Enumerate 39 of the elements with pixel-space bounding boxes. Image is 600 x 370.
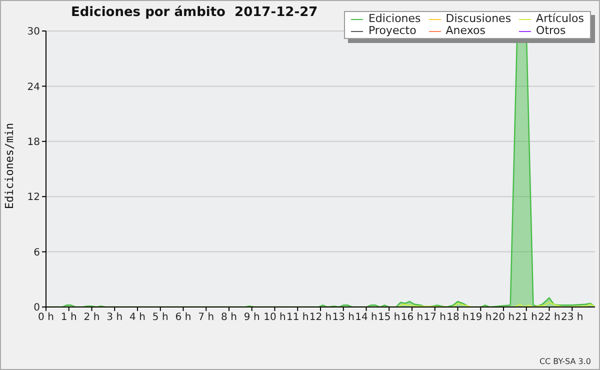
legend-label: Discusiones: [444, 12, 512, 25]
x-tick-label: 6 h: [175, 312, 192, 324]
x-tick-label: 17 h: [424, 312, 446, 324]
x-tick-label: 20 h: [492, 312, 515, 324]
y-tick-label: 24: [27, 82, 40, 93]
x-tick-label: 18 h: [446, 312, 469, 324]
y-tick-label: 18: [27, 136, 40, 148]
x-tick-label: 7 h: [198, 312, 214, 324]
text: CC BY-SA 3.0: [539, 357, 591, 366]
x-tick-label: 1 h: [60, 312, 77, 324]
x-tick-label: 5 h: [152, 312, 168, 324]
x-tick-label: 0 h: [38, 312, 54, 324]
y-axis-title: Ediciones/min: [2, 122, 16, 209]
legend-label: Ediciones: [367, 12, 421, 25]
legend-label: Artículos: [535, 12, 584, 25]
legend-label: Proyecto: [367, 24, 418, 37]
y-tick-label: 12: [27, 192, 40, 204]
x-tick-label: 21 h: [515, 312, 538, 324]
legend-label: Otros: [535, 24, 567, 37]
x-tick-label: 2 h: [84, 312, 100, 324]
chart-title: Ediciones por ámbito 2017-12-27: [71, 5, 318, 20]
x-tick-label: 9 h: [244, 312, 260, 324]
x-tick-label: 14 h: [355, 312, 378, 324]
x-tick-label: 19 h: [470, 312, 492, 324]
x-tick-label: 11 h: [286, 312, 309, 324]
x-tick-label: 10 h: [264, 312, 286, 324]
x-tick-label: 23 h: [561, 312, 584, 324]
x-tick-label: 8 h: [221, 312, 237, 324]
x-tick-label: 15 h: [378, 312, 400, 324]
y-tick-label: 0: [34, 302, 40, 314]
legend-label: Anexos: [444, 24, 486, 37]
y-tick-label: 6: [34, 247, 40, 258]
x-tick-label: 3 h: [106, 312, 123, 324]
x-tick-label: 16 h: [400, 312, 424, 324]
y-tick-label: 30: [27, 26, 40, 38]
x-tick-label: 12 h: [309, 312, 332, 324]
x-tick-label: 22 h: [538, 312, 560, 324]
x-tick-label: 13 h: [332, 312, 354, 324]
x-tick-label: 4 h: [130, 312, 146, 324]
